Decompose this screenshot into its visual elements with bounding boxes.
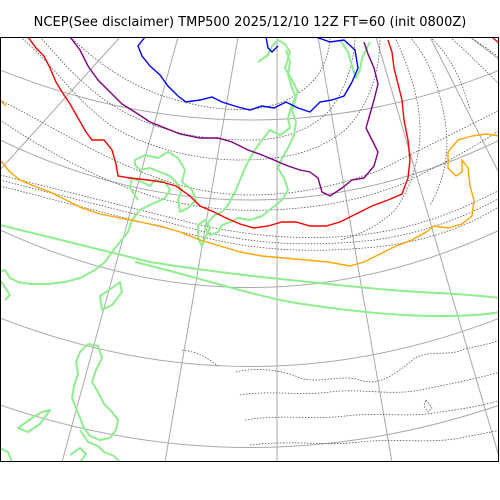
longitude-line [375,37,499,459]
isotherm [0,99,499,196]
coastline [69,447,87,462]
isotherm [235,339,499,383]
longitude-lines [0,37,499,462]
isotherms [0,37,499,446]
isotherm [69,37,331,110]
map-title: NCEP(See disclaimer) TMP500 2025/12/10 1… [33,15,467,30]
isotherm [423,399,433,413]
isotherm-purple [69,37,379,197]
longitude-line [429,37,499,175]
isotherm [429,37,471,111]
longitude-line [164,37,239,462]
longitude-line [317,37,393,462]
map-border [0,37,499,462]
coastline [134,261,499,317]
isotherm [244,399,499,421]
isotherm [0,185,499,251]
coastlines [0,39,499,462]
map-canvas [0,37,499,462]
longitude-line [0,37,121,171]
coastline [0,447,13,462]
isotherm [0,174,499,238]
latitude-lines [0,69,499,448]
isotherm [39,37,356,141]
coastline [197,219,211,247]
latitude-line [0,317,499,367]
coastline [79,429,121,462]
latitude-line [0,404,499,448]
coastline [204,39,299,236]
latitude-line [0,229,499,288]
coastline [71,343,119,441]
isotherm [449,37,499,85]
coastline [99,281,123,311]
isotherm [19,37,381,161]
map-panel [0,37,499,462]
isotherm [339,37,421,241]
coastline [339,39,371,79]
longitude-line [469,37,499,60]
latitude-line [0,139,499,201]
longitude-line [61,37,179,462]
isotherm-blue [137,37,359,113]
isotherm [469,37,499,58]
isotherm [0,119,499,211]
isotherm-orange [0,99,499,267]
isotherm [0,179,499,245]
coastline [0,279,11,301]
isotherm [249,429,499,446]
coastline [0,177,171,285]
isotherm [239,371,499,396]
coastline [17,409,51,433]
coastline [0,224,499,299]
isotherm [409,37,448,206]
isotherm [181,349,219,367]
coastline [134,151,197,213]
